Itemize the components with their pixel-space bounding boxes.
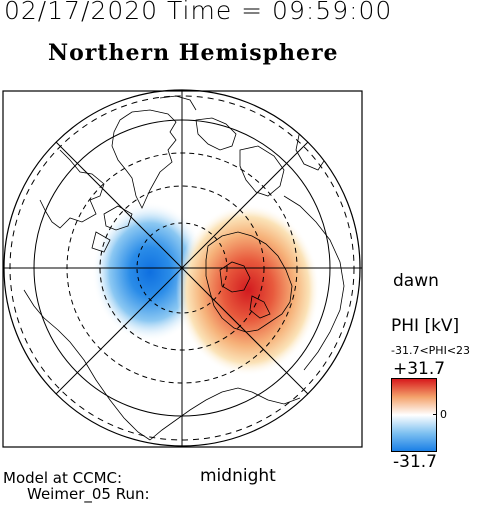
colorbar-range: -31.7<PHI<23 (391, 344, 471, 357)
midnight-label: midnight (200, 466, 276, 486)
coastline-scandinavia (239, 145, 285, 197)
colorbar-max-label: +31.7 (393, 359, 446, 379)
colorbar (391, 378, 437, 452)
coastline-alaska (23, 289, 151, 441)
plot-title: Northern Hemisphere (48, 40, 339, 66)
coastline-russia (283, 195, 345, 371)
coastline-siberia (149, 387, 301, 441)
coastline-greenland (111, 109, 177, 209)
coastline-iceland-region (195, 117, 237, 151)
colorbar-zero-label: 0 (440, 408, 447, 421)
coastline-island (91, 231, 111, 253)
meridian-line (55, 141, 309, 395)
coastline-arctic (159, 95, 197, 111)
coastline-svalbard-region (205, 231, 293, 333)
coastline-island (249, 295, 271, 319)
meridian-grid (3, 91, 362, 447)
colorbar-min-label: -31.7 (393, 452, 437, 472)
potential-field (92, 202, 320, 376)
run-label: Weimer_05 Run: (27, 485, 150, 503)
polar-map (2, 89, 363, 448)
coastline-canada (39, 149, 105, 229)
coastline-island (103, 205, 133, 231)
colorbar-zero-tick (433, 414, 437, 415)
positive-potential-cell (176, 204, 320, 376)
coastline-island (219, 261, 251, 293)
dawn-label: dawn (393, 271, 439, 291)
timestamp: 02/17/2020 Time = 09:59:00 (4, 0, 393, 25)
coastlines (23, 95, 345, 441)
colorbar-title: PHI [kV] (391, 316, 460, 336)
model-label: Model at CCMC: (3, 469, 123, 487)
